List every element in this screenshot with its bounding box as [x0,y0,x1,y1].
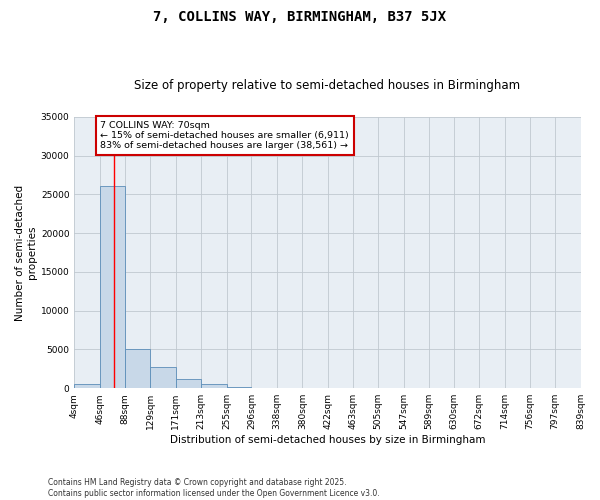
Text: 7, COLLINS WAY, BIRMINGHAM, B37 5JX: 7, COLLINS WAY, BIRMINGHAM, B37 5JX [154,10,446,24]
Y-axis label: Number of semi-detached
properties: Number of semi-detached properties [15,184,37,320]
Bar [74,384,100,388]
Bar [125,348,150,388]
Text: 7 COLLINS WAY: 70sqm
← 15% of semi-detached houses are smaller (6,911)
83% of se: 7 COLLINS WAY: 70sqm ← 15% of semi-detac… [100,120,349,150]
Bar [100,186,125,388]
Text: Contains HM Land Registry data © Crown copyright and database right 2025.
Contai: Contains HM Land Registry data © Crown c… [48,478,380,498]
Title: Size of property relative to semi-detached houses in Birmingham: Size of property relative to semi-detach… [134,79,521,92]
Bar [201,384,227,388]
Bar [150,368,176,388]
Bar [176,379,201,388]
X-axis label: Distribution of semi-detached houses by size in Birmingham: Distribution of semi-detached houses by … [170,435,485,445]
